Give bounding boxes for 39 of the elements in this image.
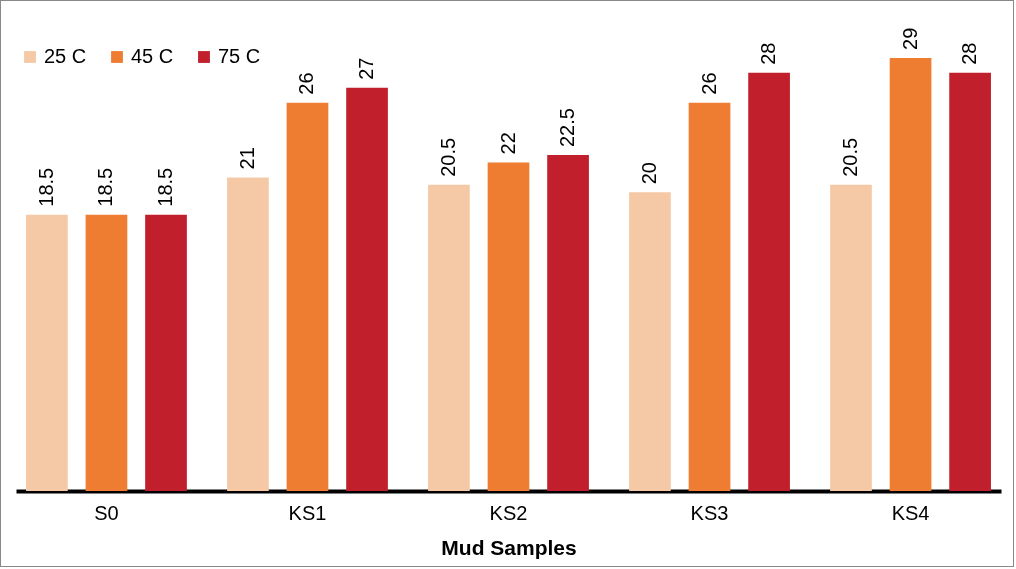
x-tick-label: S0	[94, 501, 119, 524]
legend-label: 75 C	[218, 45, 261, 67]
bar	[26, 214, 68, 491]
bar	[227, 177, 269, 491]
data-label: 18.5	[154, 167, 177, 207]
bar	[748, 72, 790, 491]
bar	[286, 102, 329, 491]
bar	[688, 102, 731, 491]
data-label: 18.5	[94, 167, 117, 207]
data-label: 26	[697, 72, 720, 95]
x-axis-title: Mud Samples	[441, 535, 577, 559]
data-label: 20.5	[436, 137, 459, 177]
bar	[547, 155, 589, 491]
x-tick-label: KS3	[690, 501, 729, 524]
data-label: 26	[295, 72, 318, 95]
bar	[949, 72, 991, 491]
data-label: 29	[898, 27, 921, 50]
bar	[830, 184, 872, 491]
bar	[145, 214, 187, 491]
data-label: 22.5	[556, 108, 579, 147]
data-label: 20	[637, 162, 660, 185]
bar	[487, 162, 530, 491]
data-label: 22	[496, 132, 519, 155]
bar	[428, 184, 470, 491]
data-label: 28	[757, 42, 780, 65]
bar	[346, 87, 388, 491]
bar	[889, 57, 932, 491]
data-label: 20.5	[838, 137, 861, 177]
legend-label: 45 C	[131, 45, 174, 67]
x-tick-label: KS2	[489, 501, 528, 524]
data-label: 27	[355, 57, 378, 80]
data-label: 18.5	[34, 167, 57, 207]
bar	[85, 214, 128, 491]
legend-label: 25 C	[44, 45, 87, 67]
bar	[629, 192, 671, 491]
data-label: 28	[958, 42, 981, 65]
x-tick-label: KS1	[288, 501, 327, 524]
x-tick-label: KS4	[891, 501, 930, 524]
data-label: 21	[235, 147, 258, 170]
